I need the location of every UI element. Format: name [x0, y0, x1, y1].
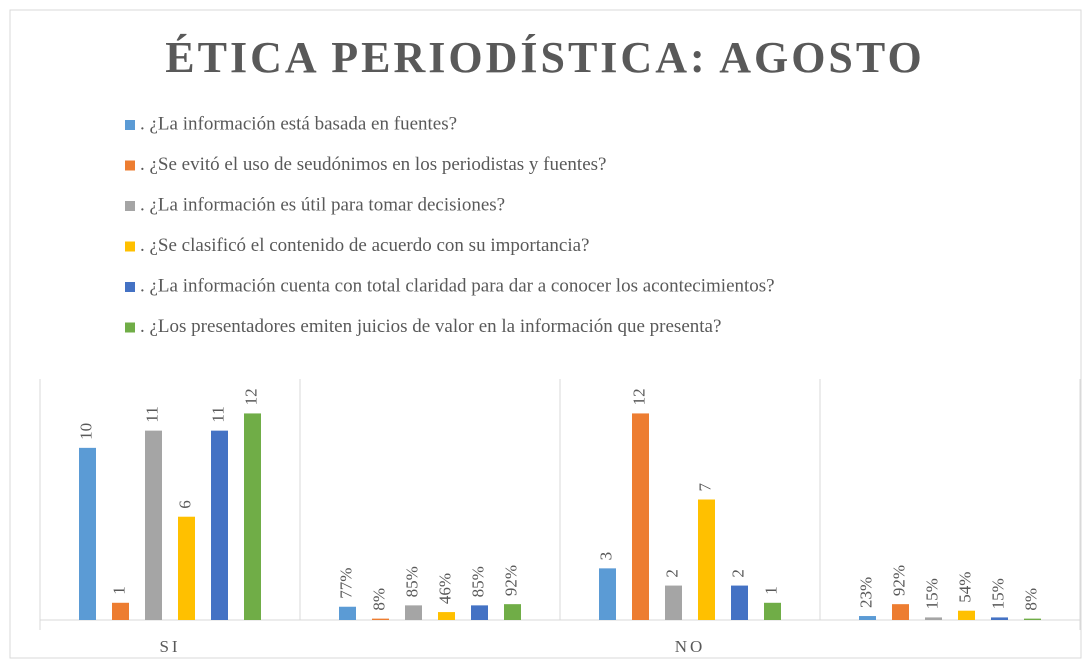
bar — [438, 612, 455, 620]
data-label: 92% — [889, 565, 908, 596]
bar — [632, 413, 649, 620]
data-label: 23% — [856, 577, 875, 608]
bar — [859, 616, 876, 620]
bar — [339, 606, 356, 620]
bar — [958, 610, 975, 620]
legend-label: . ¿La información está basada en fuentes… — [140, 113, 457, 134]
legend-label: . ¿La información cuenta con total clari… — [140, 275, 775, 296]
data-label: 2 — [662, 569, 681, 578]
bar — [731, 585, 748, 620]
data-label: 8% — [369, 588, 388, 611]
data-label: 2 — [728, 569, 747, 578]
bar — [504, 604, 521, 620]
legend-marker — [125, 160, 135, 171]
bar — [991, 617, 1008, 620]
bar — [925, 617, 942, 620]
data-label: 12 — [241, 388, 260, 405]
data-label: 15% — [922, 578, 941, 609]
legend-marker — [125, 201, 135, 211]
data-label: 6 — [175, 500, 194, 509]
data-label: 8% — [1021, 588, 1040, 611]
bar — [698, 499, 715, 620]
bar — [471, 605, 488, 620]
chart-title: ÉTICA PERIODÍSTICA: AGOSTO — [165, 33, 924, 82]
data-label: 11 — [142, 406, 161, 422]
data-label: 10 — [76, 423, 95, 440]
bar — [599, 568, 616, 620]
data-label: 12 — [629, 388, 648, 405]
x-tick-label: SI — [159, 637, 180, 656]
data-label: 85% — [402, 566, 421, 597]
data-label: 85% — [468, 566, 487, 597]
bar — [764, 602, 781, 620]
data-label: 7 — [695, 483, 714, 492]
data-label: 15% — [988, 578, 1007, 609]
bar — [1024, 618, 1041, 620]
x-tick-label: NO — [675, 637, 706, 656]
bar — [145, 430, 162, 620]
legend-marker — [125, 282, 135, 292]
legend-label: . ¿Los presentadores emiten juicios de v… — [140, 316, 721, 337]
bar — [178, 516, 195, 620]
data-label: 77% — [336, 568, 355, 599]
bar — [79, 447, 96, 620]
bar — [372, 618, 389, 620]
bar — [665, 585, 682, 620]
data-label: 46% — [435, 573, 454, 604]
bar — [892, 604, 909, 620]
legend-label: . ¿Se clasificó el contenido de acuerdo … — [140, 235, 590, 256]
legend-marker — [125, 322, 135, 333]
bar — [211, 430, 228, 620]
bar — [112, 602, 129, 620]
legend-label: . ¿La información es útil para tomar dec… — [140, 194, 505, 215]
legend-label: . ¿Se evitó el uso de seudónimos en los … — [140, 154, 606, 175]
data-label: 1 — [761, 586, 780, 595]
data-label: 3 — [596, 552, 615, 561]
data-label: 1 — [109, 586, 128, 595]
data-label: 54% — [955, 572, 974, 603]
data-label: 11 — [208, 406, 227, 422]
data-label: 92% — [501, 565, 520, 596]
bar — [405, 605, 422, 620]
legend-marker — [125, 241, 135, 252]
bar — [244, 413, 261, 620]
legend-marker — [125, 120, 135, 130]
